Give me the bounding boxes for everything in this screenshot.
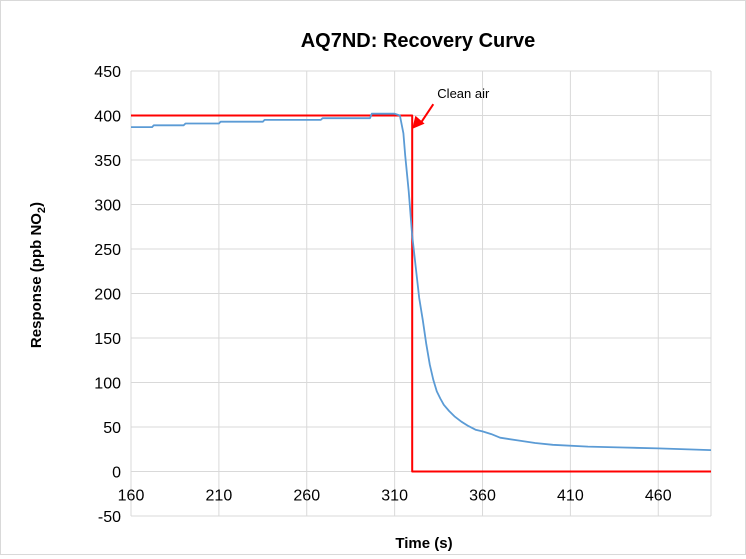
x-tick-label: 210 (206, 488, 233, 505)
x-tick-label: 410 (557, 488, 584, 505)
annotations: Clean air (412, 86, 490, 129)
x-tick-label: 360 (469, 488, 496, 505)
annotation-arrow-shaft (419, 103, 435, 125)
y-tick-label: 300 (94, 198, 121, 215)
y-tick-label: 250 (94, 242, 121, 259)
y-axis-title-tail: ) (28, 202, 45, 207)
step-input-line (131, 114, 711, 473)
y-tick-label: 400 (94, 109, 121, 126)
sensor-response-line (131, 112, 712, 451)
annotation-arrow-head (412, 115, 425, 129)
y-tick-label: 150 (94, 331, 121, 348)
y-axis-title-subscript: 2 (36, 207, 48, 213)
tick-labels: -50 0 50 100 150 200 250 300 350 400 450 160 210 260 3… (94, 64, 671, 526)
y-tick-label: -50 (98, 509, 121, 526)
grid (130, 70, 712, 517)
annotation-label: Clean air (437, 86, 490, 101)
x-axis-title: Time (s) (395, 535, 452, 552)
chart-title: AQ7ND: Recovery Curve (301, 30, 536, 52)
y-tick-label: 50 (103, 420, 121, 437)
y-axis-title-main: Response (ppb NO (28, 213, 45, 348)
x-tick-label: 310 (381, 488, 408, 505)
y-tick-label: 0 (112, 465, 121, 482)
y-tick-label: 350 (94, 153, 121, 170)
series-lines (131, 112, 712, 473)
y-tick-label: 450 (94, 64, 121, 81)
x-tick-label: 260 (293, 488, 320, 505)
x-tick-label: 460 (645, 488, 672, 505)
y-tick-label: 100 (94, 376, 121, 393)
x-tick-label: 160 (118, 488, 145, 505)
y-axis-title: Response (ppb NO2) (28, 202, 48, 348)
y-tick-label: 200 (94, 287, 121, 304)
